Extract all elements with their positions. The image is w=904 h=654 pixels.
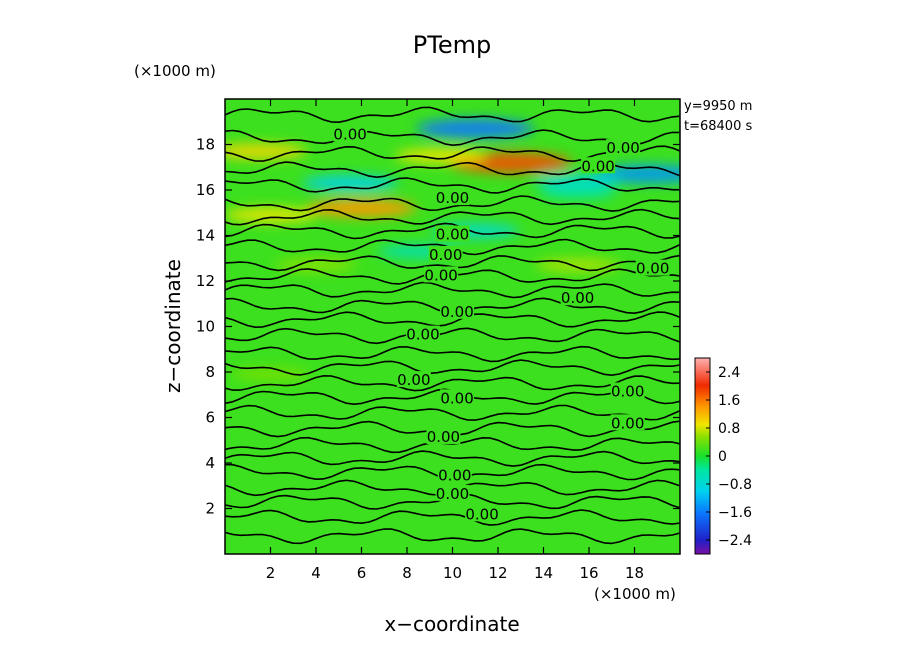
colorbar-tick-label: −1.6 bbox=[718, 505, 752, 521]
contour-label-bg bbox=[435, 484, 470, 501]
x-tick-label: 12 bbox=[488, 564, 507, 582]
contour-line bbox=[225, 281, 680, 299]
colorbar-tick-label: 0.8 bbox=[718, 421, 740, 437]
contour-line bbox=[225, 375, 680, 392]
y-tick-label: 16 bbox=[196, 181, 215, 199]
contour-label-bg bbox=[396, 371, 431, 388]
contour-label: 0.00 bbox=[436, 189, 469, 207]
contour-label: 0.00 bbox=[636, 260, 669, 278]
contour-line bbox=[225, 450, 680, 467]
x-tick-label: 6 bbox=[357, 564, 367, 582]
contour-label-bg bbox=[405, 325, 440, 342]
y-tick-label: 8 bbox=[205, 363, 215, 381]
contour-line bbox=[225, 345, 680, 363]
contour-label-bg bbox=[610, 382, 645, 399]
contour-line bbox=[225, 359, 680, 376]
contour-label-bg bbox=[428, 245, 463, 262]
contour-line bbox=[225, 129, 680, 146]
y-unit-label: (×1000 m) bbox=[134, 62, 216, 80]
colorbar-tick-label: 1.6 bbox=[718, 393, 740, 409]
contour-label: 0.00 bbox=[406, 326, 439, 344]
contour-label: 0.00 bbox=[429, 246, 462, 264]
x-tick-label: 10 bbox=[443, 564, 462, 582]
y-tick-label: 2 bbox=[205, 500, 215, 518]
contour-label: 0.00 bbox=[397, 371, 430, 389]
warm-anomaly bbox=[225, 143, 308, 160]
contour-label-bg bbox=[635, 259, 670, 276]
cool-anomaly bbox=[538, 185, 617, 199]
x-unit-label: (×1000 m) bbox=[594, 585, 676, 603]
x-tick-label: 16 bbox=[579, 564, 598, 582]
contour-label: 0.00 bbox=[333, 125, 366, 143]
y-tick-label: 10 bbox=[196, 318, 215, 336]
contour-label: 0.00 bbox=[427, 428, 460, 446]
contour-label: 0.00 bbox=[440, 303, 473, 321]
cool-anomaly bbox=[416, 118, 535, 139]
x-tick-label: 8 bbox=[402, 564, 412, 582]
contour-label: 0.00 bbox=[606, 139, 639, 157]
y-tick-label: 4 bbox=[205, 454, 215, 472]
warm-anomaly bbox=[306, 199, 417, 218]
contour-label: 0.00 bbox=[440, 389, 473, 407]
contour-line bbox=[225, 327, 680, 345]
chart-title: PTemp bbox=[413, 31, 491, 59]
x-tick-label: 14 bbox=[534, 564, 553, 582]
contour-label-bg bbox=[435, 189, 470, 206]
contour-label: 0.00 bbox=[611, 414, 644, 432]
y-tick-label: 6 bbox=[205, 409, 215, 427]
contour-label-bg bbox=[610, 414, 645, 431]
contour-label-bg bbox=[560, 289, 595, 306]
warm-anomaly bbox=[231, 367, 310, 381]
contour-label-bg bbox=[440, 302, 475, 319]
x-axis-label: x−coordinate bbox=[384, 612, 519, 636]
contour-line bbox=[225, 509, 680, 526]
annotation-y-position: y=9950 m bbox=[684, 99, 752, 114]
warm-anomaly bbox=[535, 257, 621, 273]
x-tick-label: 18 bbox=[625, 564, 644, 582]
heatmap-field: 0.000.000.000.000.000.000.00 0.000.000.00… bbox=[225, 99, 680, 554]
annotation-time: t=68400 s bbox=[684, 119, 752, 134]
contour-label-bg bbox=[435, 225, 470, 242]
contour-label-bg bbox=[581, 157, 616, 174]
contour-line bbox=[225, 177, 680, 194]
contour-label-bg bbox=[426, 427, 461, 444]
contour-label-bg bbox=[437, 466, 472, 483]
contour-label: 0.00 bbox=[436, 226, 469, 244]
colorbar-tick-label: −2.4 bbox=[718, 533, 752, 549]
contour-label-bg bbox=[424, 266, 459, 283]
contour-line bbox=[225, 208, 680, 226]
warm-anomaly bbox=[225, 207, 317, 223]
contour-label-bg bbox=[465, 505, 500, 522]
contour-line bbox=[225, 222, 680, 240]
x-tick-label: 2 bbox=[266, 564, 276, 582]
contour-line bbox=[225, 195, 680, 212]
y-tick-label: 12 bbox=[196, 272, 215, 290]
contour-line bbox=[225, 528, 680, 545]
colorbar-tick-label: 2.4 bbox=[718, 365, 740, 381]
contour-label-bg bbox=[440, 389, 475, 406]
contour-label: 0.00 bbox=[561, 289, 594, 307]
contour-line bbox=[225, 145, 680, 162]
contour-line bbox=[225, 106, 680, 123]
contour-label-bg bbox=[606, 139, 641, 156]
colorbar: 2.4 1.6 0.8 0 −0.8 −1.6 −2.4 bbox=[694, 357, 752, 555]
y-tick-label: 14 bbox=[196, 227, 215, 245]
contour-label: 0.00 bbox=[438, 467, 471, 485]
contour-line bbox=[225, 311, 680, 328]
x-tick-label: 4 bbox=[311, 564, 321, 582]
contour-label: 0.00 bbox=[581, 157, 614, 175]
y-tick-label: 18 bbox=[196, 136, 215, 154]
contour-label-bg bbox=[333, 125, 368, 142]
contour-label: 0.00 bbox=[611, 382, 644, 400]
colorbar-tick-label: 0 bbox=[718, 449, 727, 465]
contour-label: 0.00 bbox=[424, 266, 457, 284]
contour-line bbox=[225, 404, 680, 421]
contour-label: 0.00 bbox=[436, 485, 469, 503]
cool-anomaly bbox=[533, 173, 623, 189]
contour-label: 0.00 bbox=[465, 505, 498, 523]
y-axis-label: z−coordinate bbox=[161, 259, 185, 393]
colorbar-tick-label: −0.8 bbox=[718, 477, 752, 493]
